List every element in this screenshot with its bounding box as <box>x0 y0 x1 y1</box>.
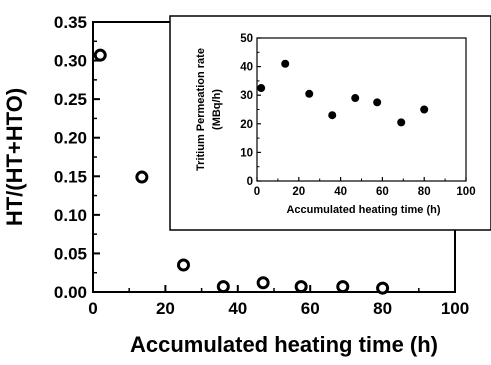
x-tick-label: 60 <box>301 299 320 318</box>
inset-y-axis-title: Tritium Permeation rate <box>195 48 207 171</box>
inset-y-tick-label: 40 <box>240 62 253 74</box>
inset-y-tick-label: 10 <box>240 147 253 159</box>
data-point <box>376 281 390 295</box>
inset-data-point <box>305 89 314 98</box>
y-tick-label: 0.10 <box>54 206 87 225</box>
inset-data-point <box>351 94 360 103</box>
data-point <box>177 258 190 272</box>
inset-x-axis-title: Accumulated heating time (h) <box>286 204 440 216</box>
y-tick-label: 0.00 <box>54 283 87 302</box>
y-tick-label: 0.20 <box>54 129 87 148</box>
inset-x-tick-label: 40 <box>334 186 347 198</box>
inset-x-tick-label: 0 <box>254 186 260 198</box>
data-point <box>256 276 270 290</box>
inset-y-tick-label: 50 <box>240 33 253 45</box>
data-point <box>216 280 230 294</box>
x-tick-label: 100 <box>441 299 469 318</box>
inset-data-point <box>281 59 290 68</box>
x-tick-label: 40 <box>228 299 247 318</box>
y-tick-label: 0.35 <box>54 13 87 32</box>
inset-y-tick-label: 30 <box>240 90 253 102</box>
x-tick-label: 20 <box>156 299 175 318</box>
y-tick-label: 0.30 <box>54 52 87 71</box>
y-axis-title: HT/(HT+HTO) <box>2 88 27 226</box>
y-tick-label: 0.25 <box>54 90 87 109</box>
x-tick-label: 80 <box>373 299 392 318</box>
x-axis-title: Accumulated heating time (h) <box>130 332 438 357</box>
inset-panel <box>169 15 491 231</box>
inset-y-axis-unit: (MBq/h) <box>211 89 223 130</box>
y-tick-label: 0.05 <box>54 244 87 263</box>
inset-x-tick-label: 20 <box>292 186 305 198</box>
data-point <box>294 280 308 294</box>
inset-y-tick-label: 20 <box>240 119 253 131</box>
data-point <box>336 280 350 294</box>
y-tick-label: 0.15 <box>54 167 87 186</box>
inset-data-point <box>328 111 337 120</box>
inset-data-point <box>257 84 266 93</box>
inset-x-tick-label: 100 <box>456 186 475 198</box>
data-point <box>135 170 149 184</box>
data-point <box>93 48 107 62</box>
inset-x-tick-label: 80 <box>418 186 431 198</box>
inset-chart: 0 10 20 30 40 50 0 20 40 60 80 100 Accumulated heati… <box>169 15 491 231</box>
inset-data-point <box>373 98 382 107</box>
inset-y-tick-label: 0 <box>247 176 253 188</box>
main-chart: 0.00 0.05 0.10 0.15 0.20 0.25 0.30 0.35 0 20 40 60 8… <box>2 13 469 357</box>
inset-data-point <box>397 118 406 127</box>
inset-data-point <box>420 105 429 114</box>
x-tick-label: 0 <box>88 299 97 318</box>
inset-x-tick-label: 60 <box>376 186 389 198</box>
